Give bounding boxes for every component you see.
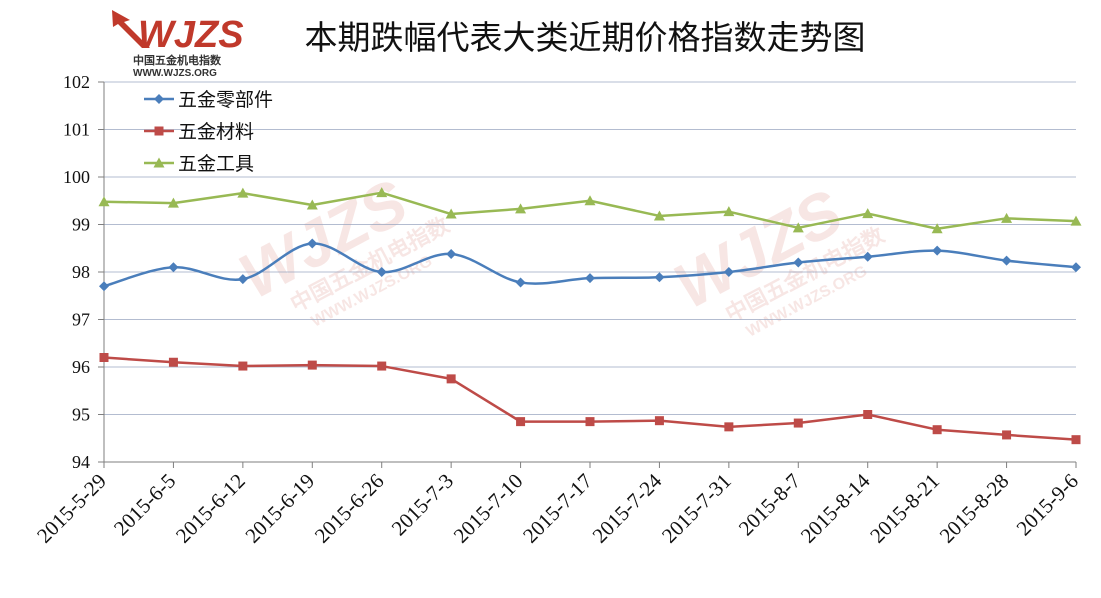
series-lines (98, 187, 1082, 445)
y-tick-label: 98 (72, 262, 90, 282)
data-point (446, 374, 456, 384)
x-tick-label: 2015-7-3 (387, 469, 458, 540)
data-point (445, 208, 457, 219)
data-point (1071, 262, 1081, 273)
x-tick-label: 2015-7-31 (657, 469, 736, 548)
data-point (792, 222, 804, 233)
x-tick-label: 2015-8-21 (865, 469, 944, 548)
legend-marker (154, 94, 164, 104)
x-tick-label: 2015-6-5 (109, 469, 180, 540)
data-point (585, 273, 595, 284)
data-point (793, 257, 804, 268)
data-point (167, 197, 179, 208)
data-point (376, 187, 388, 198)
data-point (515, 203, 527, 214)
data-point (307, 238, 318, 249)
data-point (793, 418, 803, 428)
data-point (99, 353, 109, 362)
series-3 (98, 187, 1082, 234)
x-tick-label: 2015-5-29 (32, 469, 111, 548)
x-tick-label: 2015-7-17 (518, 469, 597, 548)
data-point (99, 281, 109, 292)
y-tick-label: 102 (63, 72, 90, 92)
data-point (862, 251, 873, 262)
data-point (724, 422, 734, 432)
y-tick-label: 96 (72, 357, 90, 377)
data-point (168, 357, 178, 367)
x-tick-label: 2015-8-7 (734, 469, 805, 540)
x-axis-ticks: 2015-5-292015-6-52015-6-122015-6-192015-… (32, 468, 1083, 547)
data-point (862, 208, 874, 219)
data-point (377, 361, 387, 371)
y-tick-label: 94 (72, 452, 90, 472)
series-1 (99, 238, 1081, 292)
legend-entry: 五金材料 (144, 121, 254, 143)
legend-marker (154, 126, 164, 136)
y-tick-label: 100 (63, 167, 90, 187)
data-point (307, 360, 317, 370)
data-point (932, 245, 943, 256)
data-point (515, 277, 526, 288)
data-point (584, 195, 596, 206)
logo-name-cn: 中国五金机电指数 (133, 53, 222, 67)
legend-entry: 五金工具 (144, 153, 254, 175)
x-tick-label: 2015-6-12 (171, 469, 250, 548)
data-point (931, 223, 943, 234)
data-point (1002, 430, 1012, 440)
data-point (723, 267, 734, 277)
data-point (376, 267, 387, 277)
legend-label: 五金材料 (178, 121, 254, 143)
data-point (653, 210, 665, 221)
data-point (863, 410, 873, 419)
x-tick-label: 2015-8-14 (796, 468, 875, 547)
data-point (654, 416, 664, 426)
data-point (1071, 435, 1081, 445)
series-2 (99, 353, 1081, 445)
data-point (306, 199, 318, 210)
x-tick-label: 2015-9-6 (1012, 469, 1083, 540)
data-point (238, 361, 248, 371)
data-point (932, 425, 942, 435)
x-tick-label: 2015-7-10 (449, 469, 528, 548)
y-axis-ticks: 94 95 96 97 98 99 100 101 102 (63, 72, 90, 472)
chart-title: 本期跌幅代表大类近期价格指数走势图 (305, 18, 866, 57)
series-line (103, 356, 1077, 441)
x-tick-label: 2015-7-24 (588, 468, 667, 547)
y-tick-label: 101 (63, 120, 90, 140)
logo-arrow-icon (112, 10, 150, 48)
x-tick-label: 2015-8-28 (935, 469, 1014, 548)
data-point (654, 272, 665, 283)
logo-brand: WJZS (138, 14, 244, 56)
data-point (237, 187, 249, 198)
x-tick-label: 2015-6-26 (310, 469, 389, 548)
data-point (237, 274, 248, 285)
logo-url: WWW.WJZS.ORG (133, 68, 217, 79)
legend-marker (153, 157, 165, 168)
legend-entry: 五金零部件 (144, 89, 273, 111)
data-point (723, 206, 735, 217)
y-tick-label: 95 (72, 405, 90, 425)
data-point (1001, 212, 1013, 223)
y-tick-label: 99 (72, 215, 90, 235)
data-point (516, 417, 526, 427)
watermark-right: WJZS 中国五金机电指数 WWW.WJZS.ORG (663, 175, 889, 340)
wjzs-logo: WJZS 中国五金机电指数 WWW.WJZS.ORG (112, 10, 244, 79)
data-point (1001, 255, 1012, 266)
axes (98, 81, 1077, 468)
data-point (446, 248, 457, 259)
data-point (98, 196, 110, 207)
x-tick-label: 2015-6-19 (240, 469, 319, 548)
data-point (1070, 215, 1082, 226)
y-tick-label: 97 (72, 310, 90, 330)
gridlines (104, 81, 1076, 415)
data-point (168, 262, 179, 273)
legend-label: 五金工具 (178, 153, 254, 175)
legend-label: 五金零部件 (178, 89, 273, 111)
data-point (585, 417, 595, 427)
